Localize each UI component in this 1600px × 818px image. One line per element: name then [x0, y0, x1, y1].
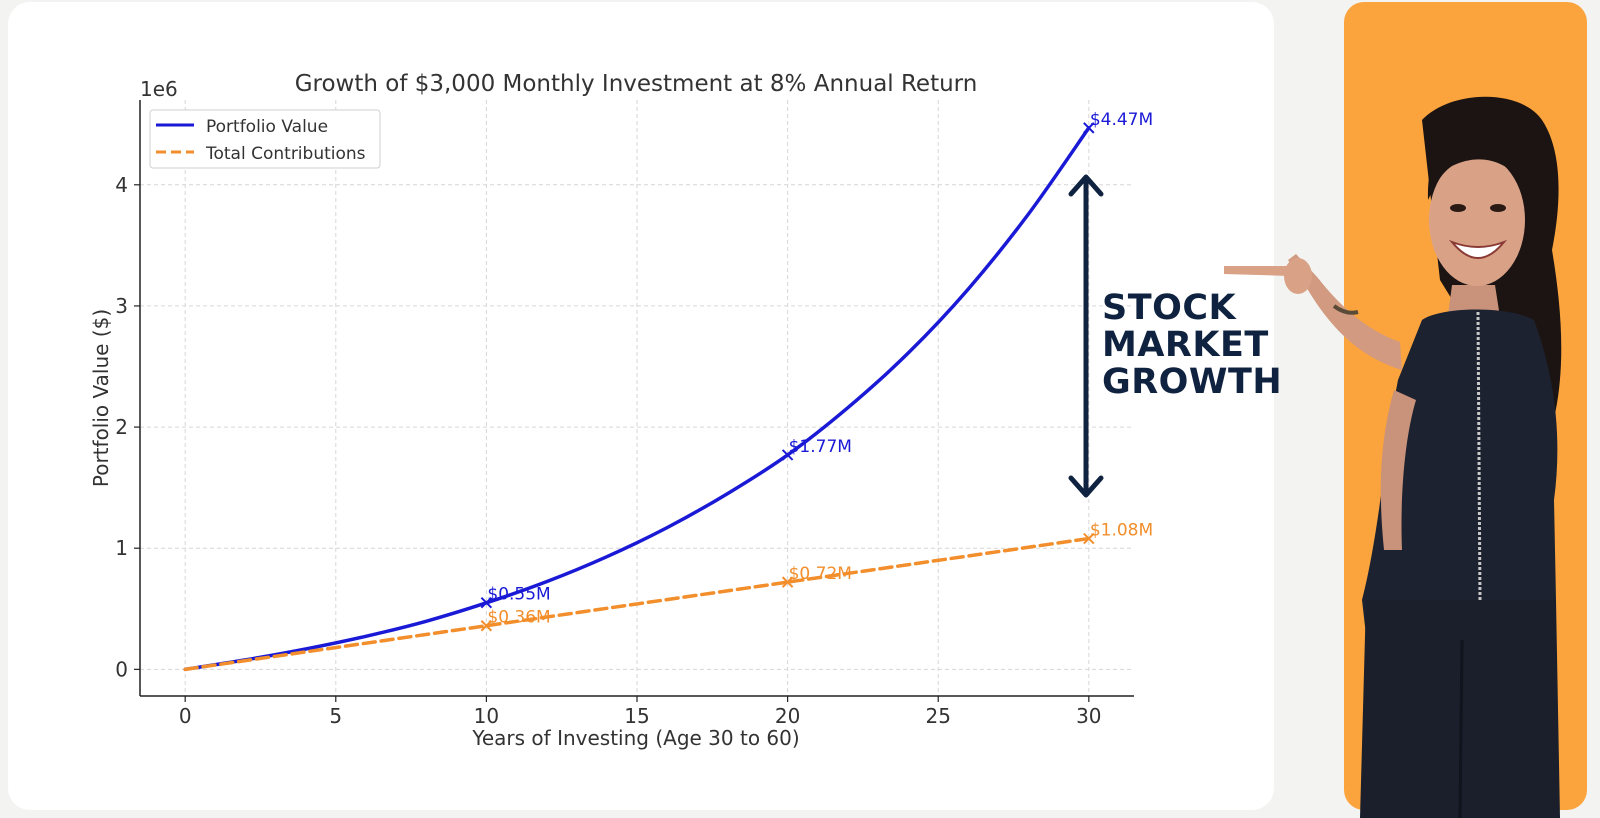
data-marker: $0.72M — [781, 564, 852, 588]
series — [183, 126, 1091, 672]
total-contributions-line — [183, 536, 1091, 672]
y-tick-label: 2 — [115, 415, 128, 439]
y-tick-label: 4 — [115, 173, 128, 197]
double-arrow-icon — [1068, 174, 1104, 498]
marker-value-label: $0.55M — [487, 585, 550, 605]
legend: Portfolio Value Total Contributions — [149, 109, 381, 169]
annotation-line-3: GROWTH — [1102, 362, 1283, 402]
grid — [140, 100, 1134, 696]
annotation-line-1: STOCK — [1102, 288, 1237, 328]
x-tick-label: 0 — [179, 704, 192, 728]
marker-cross-stroke — [781, 576, 794, 588]
y-offset-label: 1e6 — [140, 77, 178, 101]
stock-market-growth-label: STOCK MARKET GROWTH — [1102, 290, 1282, 401]
marker-value-label: $0.72M — [789, 564, 852, 584]
chart-title: Growth of $3,000 Monthly Investment at 8… — [295, 71, 978, 97]
marker-cross-stroke — [480, 597, 493, 609]
x-tick-label: 20 — [775, 704, 800, 728]
tick-labels: 0 5 10 15 20 25 30 0 1 2 3 4 — [115, 173, 1101, 728]
marker-value-label: $0.36M — [487, 608, 550, 628]
data-marker: $4.47M — [1083, 110, 1153, 134]
legend-box — [149, 109, 381, 169]
legend-label-contributions: Total Contributions — [205, 144, 366, 164]
data-marker: $0.55M — [480, 585, 551, 609]
x-tick-label: 30 — [1076, 704, 1101, 728]
annotation-line-2: MARKET — [1102, 325, 1269, 365]
data-marker: $1.77M — [781, 437, 852, 461]
legend-label-portfolio: Portfolio Value — [206, 117, 328, 137]
x-tick-label: 25 — [925, 704, 950, 728]
x-tick-label: 10 — [474, 704, 499, 728]
portfolio-value-line — [183, 126, 1091, 672]
marker-value-label: $1.77M — [789, 437, 852, 457]
data-markers: $0.55M $1.77M $4.47M $0.36M $0.72M $1.08M — [480, 110, 1153, 632]
x-tick-label: 5 — [329, 704, 342, 728]
marker-cross-stroke — [1083, 532, 1095, 545]
marker-value-label: $4.47M — [1090, 110, 1153, 130]
marker-value-label: $1.08M — [1090, 521, 1153, 541]
person-illustration — [1224, 96, 1562, 818]
data-marker: $0.36M — [480, 608, 551, 632]
marker-cross-stroke — [781, 449, 794, 461]
marker-cross-stroke — [480, 620, 493, 632]
y-tick-label: 0 — [115, 657, 128, 681]
y-axis-label: Portfolio Value ($) — [89, 309, 113, 487]
marker-cross-stroke — [1083, 122, 1095, 134]
y-tick-label: 3 — [115, 294, 128, 318]
y-tick-label: 1 — [115, 536, 128, 560]
x-axis-label: Years of Investing (Age 30 to 60) — [471, 726, 799, 750]
x-tick-label: 15 — [624, 704, 649, 728]
data-marker: $1.08M — [1083, 521, 1153, 545]
